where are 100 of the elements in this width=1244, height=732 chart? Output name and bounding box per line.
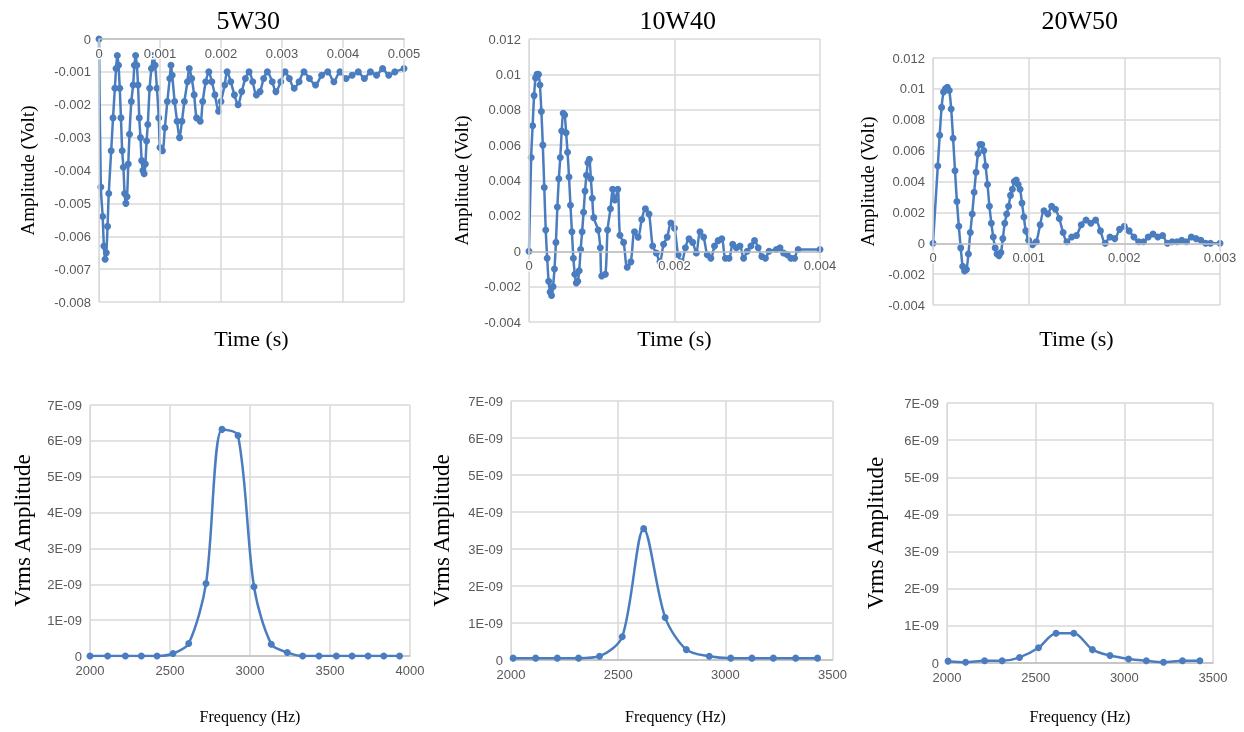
point [332,652,340,660]
y-tick-label: -0.002 [484,279,521,295]
x-tick-label: 0.002 [204,46,238,61]
point [283,648,291,656]
x-axis-title: Frequency (Hz) [625,707,726,726]
x-tick-label: 2500 [155,663,185,678]
y-tick-label: 0 [917,235,925,251]
x-tick-label: 4000 [395,663,425,678]
x-tick-label: 0.004 [803,258,837,274]
y-tick-label: -0.006 [54,228,91,244]
y-tick-label: -0.007 [54,261,91,277]
point [575,654,583,662]
x-tick-label: 3000 [710,667,740,682]
y-tick-label: 6E-09 [468,430,503,446]
x-tick-label: 3500 [315,663,345,678]
y-tick-label: 7E-09 [904,395,939,411]
y-tick-label: -0.003 [54,130,91,146]
x-tick-label: 2000 [932,670,962,685]
point [618,633,626,641]
y-tick-label: 5E-09 [47,469,82,485]
point [705,652,713,660]
point [137,652,145,660]
point [299,652,307,660]
x-tick-label: 2500 [603,667,633,682]
y-tick-label: 3E-09 [468,541,503,557]
y-tick-label: 7E-09 [468,393,503,409]
chart-title: 20W50 [1041,5,1119,35]
y-tick-label: 0 [74,648,82,664]
point [202,580,210,588]
point [121,652,129,660]
point [532,654,540,662]
y-tick-label: 3E-09 [47,540,82,556]
point [218,425,226,433]
point [250,583,258,591]
y-tick-label: 0.01 [899,81,925,97]
y-axis-title: Vrms Amplitude [10,454,35,607]
x-tick-label: 3000 [235,663,265,678]
point [682,646,690,654]
y-tick-label: -0.002 [54,97,91,113]
y-tick-label: 0.012 [892,50,925,66]
x-tick-label: 2500 [1021,670,1051,685]
point [169,649,177,657]
y-tick-label: 2E-09 [904,581,939,597]
point [509,654,517,662]
x-axis-title: Time (s) [214,325,289,351]
y-tick-label: 5E-09 [468,467,503,483]
y-tick-label: 1E-09 [47,612,82,628]
x-axis-title: Time (s) [1039,325,1114,351]
y-tick-label: 0.01 [495,66,521,82]
y-tick-label: 2E-09 [47,576,82,592]
x-axis-title: Frequency (Hz) [199,707,301,726]
y-tick-label: 3E-09 [904,544,939,560]
point [380,652,388,660]
y-tick-label: -0.001 [54,64,91,80]
y-tick-label: 1E-09 [904,618,939,634]
y-tick-label: 6E-09 [47,433,82,449]
x-tick-label: 3500 [1198,670,1228,685]
x-tick-label: 0.003 [265,46,299,61]
y-axis-title: Amplitude (Volt) [17,105,39,236]
x-tick-label: 2000 [496,667,526,682]
chart-title: 5W30 [216,5,281,35]
y-tick-label: -0.005 [54,195,91,211]
point [596,652,604,660]
x-tick-label: 2000 [75,663,105,678]
x-tick-label: 3000 [1109,670,1139,685]
x-tick-label: 0 [95,46,103,61]
point [769,654,777,662]
x-tick-label: 0.002 [1108,250,1141,266]
y-tick-label: -0.004 [484,314,521,330]
point [748,654,756,662]
y-tick-label: 2E-09 [468,578,503,594]
point [267,640,275,648]
y-axis-title: Amplitude (Volt) [451,115,473,246]
point [396,652,404,660]
y-tick-label: -0.004 [54,163,91,178]
point [104,652,112,660]
point [661,613,669,621]
x-axis-title: Time (s) [637,325,712,351]
point [640,525,648,533]
y-tick-label: 0.006 [488,137,521,153]
y-tick-label: 0.008 [488,102,521,118]
y-tick-label: 1E-09 [468,615,503,631]
y-tick-label: 4E-09 [904,506,939,522]
x-tick-label: 0.001 [143,46,177,61]
y-tick-label: 4E-09 [47,505,82,521]
x-tick-label: 0.002 [658,258,691,274]
point [553,654,561,662]
point [792,654,800,662]
y-axis-title: Vrms Amplitude [863,456,888,610]
x-tick-label: 0.001 [1012,250,1045,266]
x-tick-label: 0.004 [326,46,360,61]
point [234,431,242,439]
x-tick-label: 0.003 [1203,250,1237,266]
x-axis-title: Frequency (Hz) [1029,707,1131,726]
y-tick-label: 0.004 [488,173,521,188]
y-tick-label: 0 [495,652,503,668]
point [814,654,822,662]
y-tick-label: 0 [83,31,91,47]
y-tick-label: -0.008 [54,294,91,310]
chart-title: 10W40 [639,5,717,35]
